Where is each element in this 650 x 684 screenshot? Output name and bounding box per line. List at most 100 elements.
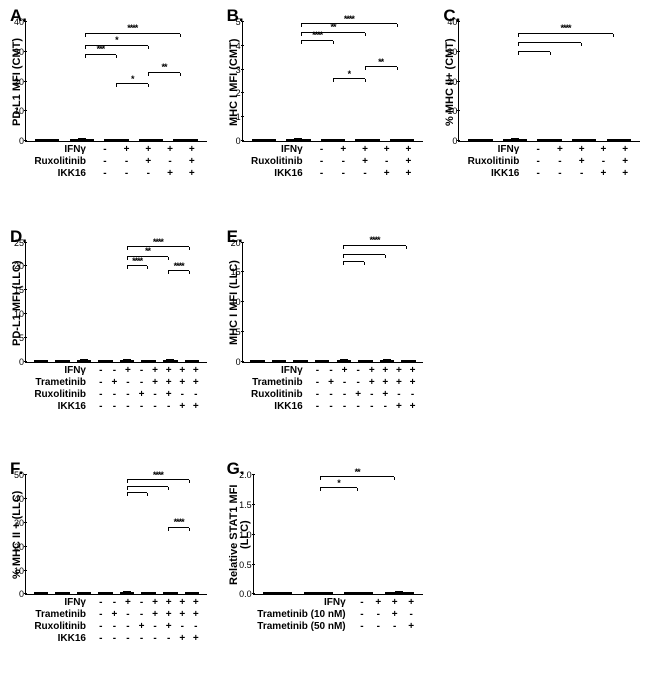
condition-cell: - <box>150 621 161 633</box>
y-tick-label: 5 <box>221 327 241 337</box>
panel-b: B. MHC I MFI (CMT)012345*************IFN… <box>227 8 424 211</box>
condition-table: IFNγ-+++Trametinib (10 nM)--+-Trametinib… <box>241 597 424 633</box>
condition-label: Ruxolitinib <box>24 389 90 401</box>
bar <box>300 592 336 594</box>
condition-cell: - <box>334 168 352 180</box>
condition-cell: + <box>139 156 157 168</box>
chart-area: 012345************* <box>242 22 424 142</box>
condition-cell: - <box>109 597 120 609</box>
condition-cell: - <box>123 401 134 413</box>
condition-cell: - <box>177 621 188 633</box>
condition-cell: - <box>313 168 331 180</box>
condition-row: Ruxolitinib---+-+-- <box>241 389 424 401</box>
panel-c: C. % MHC II+ (CMT)010203040****IFNγ-++++… <box>443 8 640 211</box>
condition-cell: + <box>407 377 418 389</box>
error-cap <box>37 593 45 594</box>
condition-cell: + <box>177 377 188 389</box>
condition-cell: - <box>96 401 107 413</box>
y-tick-label: 20 <box>221 238 241 248</box>
condition-cells: -+++ <box>350 597 424 609</box>
condition-cells: -+--++++ <box>90 609 207 621</box>
condition-cell: - <box>366 389 377 401</box>
condition-cell: - <box>163 401 174 413</box>
condition-cell: + <box>380 365 391 377</box>
condition-cell: + <box>109 609 120 621</box>
condition-cell: - <box>356 597 368 609</box>
y-tick-label: 15 <box>221 267 241 277</box>
error-cap <box>546 139 554 140</box>
error-cap <box>188 593 196 594</box>
condition-table: IFNγ-++++Ruxolitinib--+-+IKK16---++ <box>457 144 640 180</box>
condition-cell: + <box>595 144 613 156</box>
condition-cell: + <box>339 365 350 377</box>
condition-cell: - <box>150 633 161 645</box>
condition-cell: - <box>96 377 107 389</box>
condition-cell: + <box>405 597 417 609</box>
condition-cell: - <box>389 621 401 633</box>
bar <box>170 139 201 141</box>
condition-cell: + <box>405 621 417 633</box>
bar-fill <box>385 592 414 594</box>
figure-page: A. PD-L1 MFI (CMT)010203040***********IF… <box>0 0 650 684</box>
condition-cell: - <box>96 144 114 156</box>
error-cap <box>314 592 322 593</box>
error-cap <box>294 138 302 139</box>
bar <box>161 360 180 362</box>
y-tick-label: 2.0 <box>232 470 252 480</box>
condition-label: Ruxolitinib <box>241 389 307 401</box>
condition-cell: - <box>394 389 405 401</box>
chart-wrap: PD-L1 MFI (LLC)0510152025************** <box>10 243 207 363</box>
condition-cell: + <box>139 144 157 156</box>
error-cap <box>395 591 403 592</box>
error-cap <box>361 360 369 361</box>
error-cap <box>80 593 88 594</box>
condition-label: Ruxolitinib <box>457 156 523 168</box>
error-cap <box>404 360 412 361</box>
condition-cell: + <box>163 621 174 633</box>
condition-cell: - <box>353 365 364 377</box>
condition-cell: + <box>191 377 202 389</box>
bar <box>96 360 115 362</box>
condition-cell: + <box>177 633 188 645</box>
condition-cell: + <box>366 377 377 389</box>
bar <box>136 139 167 141</box>
y-tick-label: 30 <box>437 47 457 57</box>
condition-cell: + <box>616 144 634 156</box>
condition-cells: ---++ <box>523 168 640 180</box>
y-tick-label: 1.5 <box>232 500 252 510</box>
condition-row: IKK16------++ <box>24 401 207 413</box>
bar <box>500 139 531 141</box>
condition-row: IFNγ-+++ <box>241 597 424 609</box>
condition-cell: - <box>118 168 136 180</box>
error-cap <box>58 360 66 361</box>
panel-a: A. PD-L1 MFI (CMT)010203040***********IF… <box>10 8 207 211</box>
condition-cell: + <box>191 401 202 413</box>
condition-cells: ------++ <box>90 633 207 645</box>
y-ticks: 012345 <box>221 22 241 141</box>
bar <box>352 139 383 141</box>
bar <box>569 139 600 141</box>
condition-cell: + <box>191 365 202 377</box>
condition-cell: + <box>177 597 188 609</box>
bar <box>291 360 310 362</box>
condition-cell: + <box>163 377 174 389</box>
error-cap <box>297 360 305 361</box>
y-tick-label: 5 <box>221 17 241 27</box>
condition-cells: -++++ <box>307 144 424 156</box>
condition-cell: + <box>150 377 161 389</box>
condition-cell: + <box>150 365 161 377</box>
bar <box>75 592 94 594</box>
condition-cell: - <box>356 168 374 180</box>
condition-cell: + <box>177 365 188 377</box>
condition-cell: - <box>366 401 377 413</box>
condition-cell: + <box>136 621 147 633</box>
y-tick-label: 3 <box>221 65 241 75</box>
condition-label: Trametinib <box>241 377 307 389</box>
condition-cell: - <box>123 621 134 633</box>
y-tick-label: 30 <box>4 47 24 57</box>
condition-row: Trametinib-+--++++ <box>241 377 424 389</box>
condition-cell: + <box>407 401 418 413</box>
y-ticks: 01020304050 <box>4 475 24 594</box>
condition-cell: - <box>326 389 337 401</box>
condition-cell: + <box>123 365 134 377</box>
